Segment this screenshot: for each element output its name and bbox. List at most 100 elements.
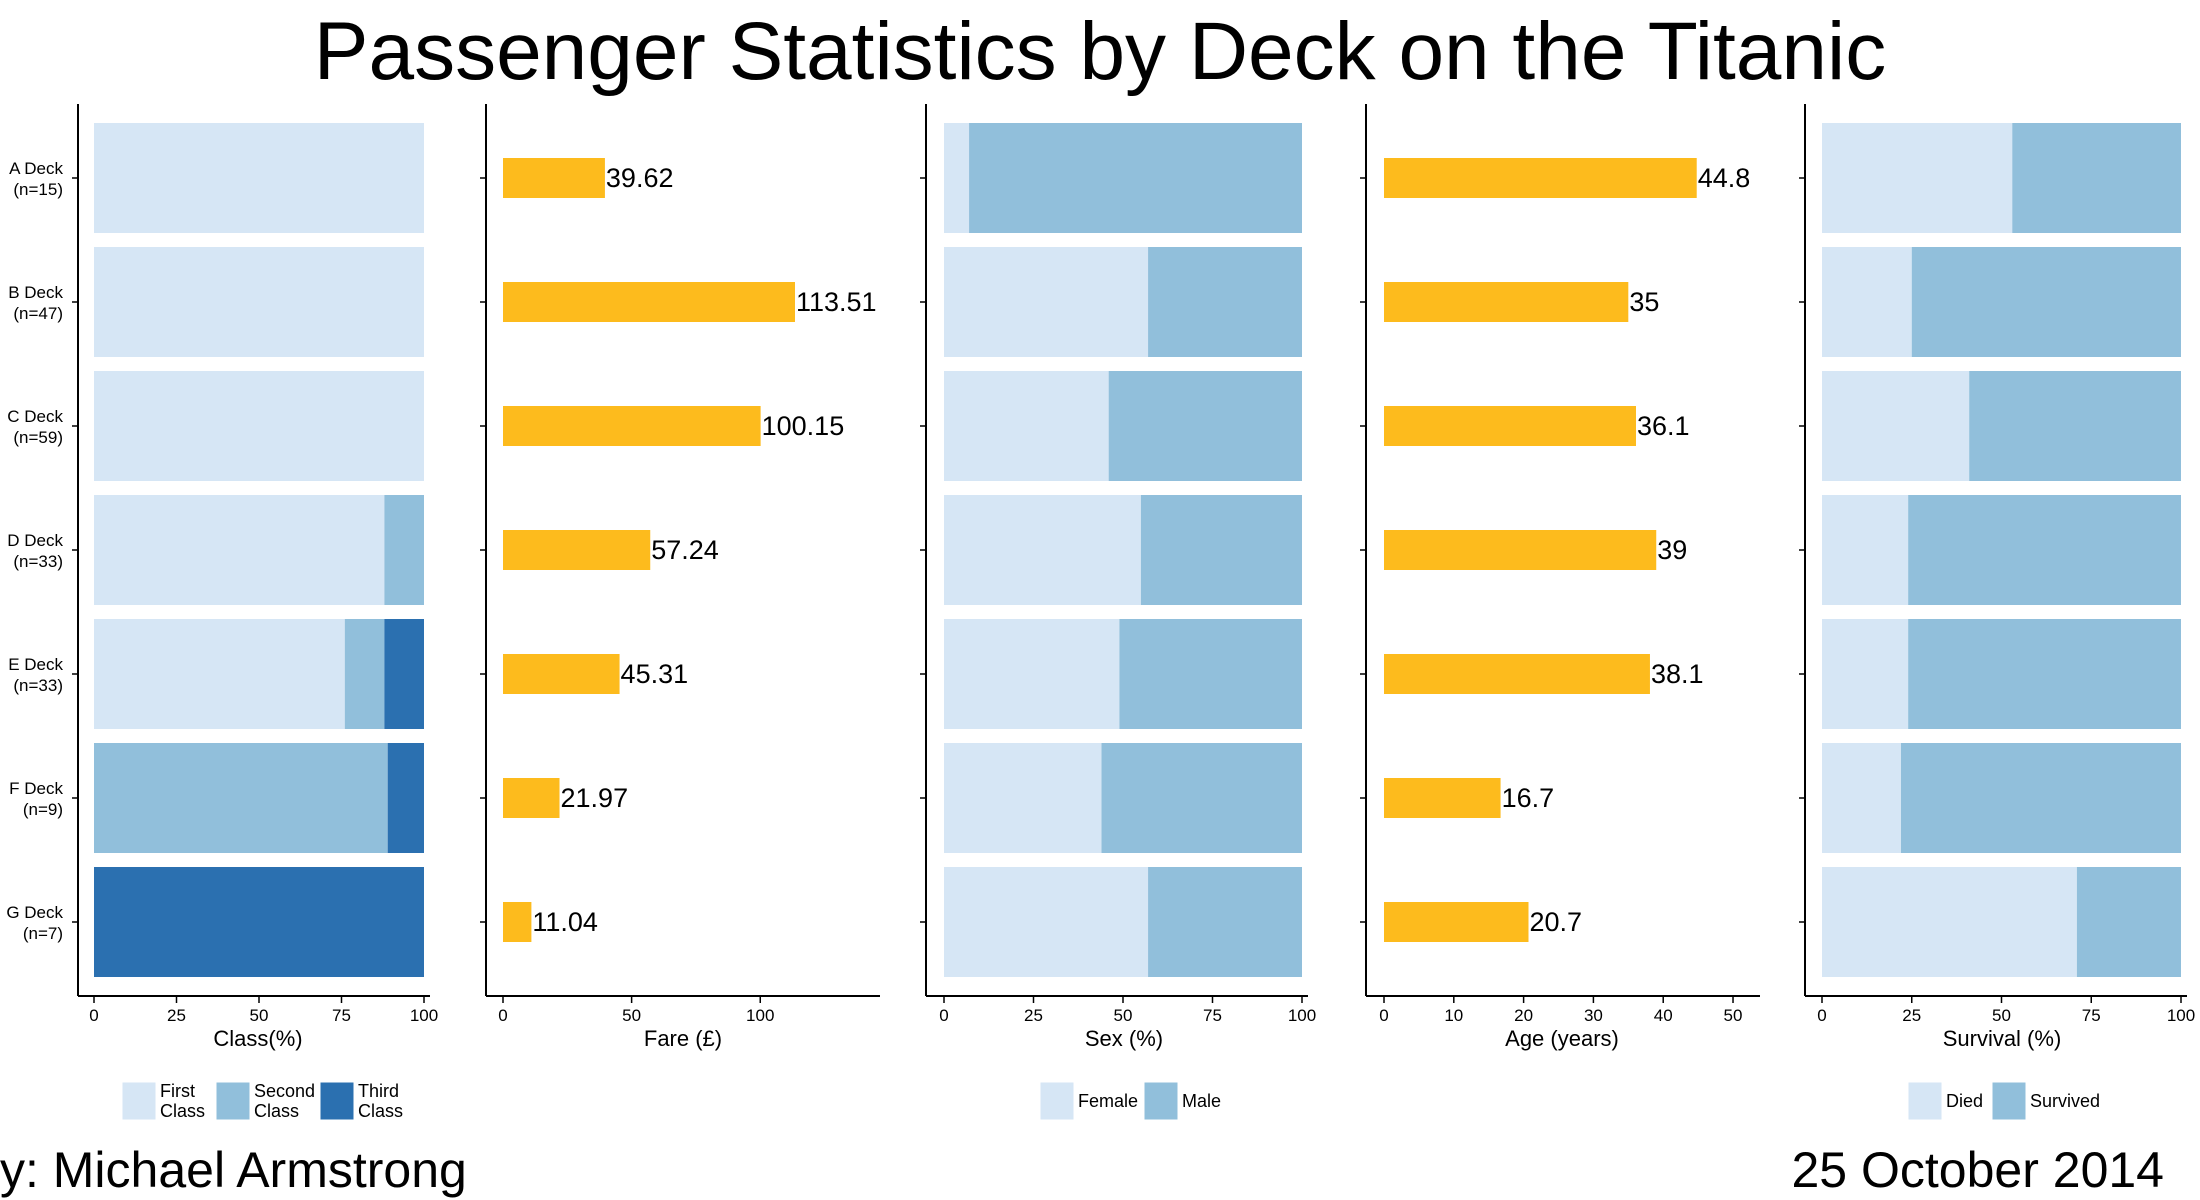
bar-age <box>1384 158 1697 198</box>
legend-label: Died <box>1946 1091 1983 1111</box>
bar-sex-female <box>944 743 1102 853</box>
bar-age <box>1384 654 1650 694</box>
x-tick-label: 25 <box>1024 1006 1043 1025</box>
bar-survival-died <box>1822 371 1970 481</box>
x-tick-label: 50 <box>1992 1006 2011 1025</box>
legend-label: Male <box>1182 1091 1221 1111</box>
x-tick-label: 0 <box>89 1006 98 1025</box>
bar-fare <box>503 406 761 446</box>
deck-label: F Deck (n=9) <box>9 779 63 819</box>
deck-label-count: (n=7) <box>23 924 63 943</box>
x-tick-label: 0 <box>1379 1006 1388 1025</box>
bar-age <box>1384 282 1629 322</box>
deck-label-count: (n=9) <box>23 800 63 819</box>
bar-fare <box>503 778 560 818</box>
panel-sex: 0 25 50 75 100 Sex (%) Female Male <box>920 104 1316 1121</box>
bar-age <box>1384 778 1501 818</box>
bar-fare <box>503 282 795 322</box>
x-tick-label: 20 <box>1514 1006 1533 1025</box>
bar-sex-female <box>944 123 970 233</box>
data-label-age: 20.7 <box>1529 907 1582 937</box>
legend-swatch <box>319 1081 355 1121</box>
legend-swatch <box>1143 1081 1179 1121</box>
deck-label: C Deck (n=59) <box>7 407 63 447</box>
bar-class-second-class <box>344 619 385 729</box>
deck-label: B Deck (n=47) <box>8 283 63 323</box>
bar-survival-survived <box>2012 123 2181 233</box>
bar-survival-died <box>1822 743 1901 853</box>
bar-sex-male <box>1101 743 1302 853</box>
panel-fare: 39.62 113.51 100.15 57.24 45.31 21.97 11.04 0 50… <box>480 104 880 1051</box>
bar-survival-died <box>1822 247 1912 357</box>
deck-label: E Deck (n=33) <box>8 655 63 695</box>
x-tick-label: 75 <box>332 1006 351 1025</box>
bar-age <box>1384 530 1657 570</box>
x-tick-label: 30 <box>1584 1006 1603 1025</box>
x-tick-label: 50 <box>1114 1006 1133 1025</box>
data-label-age: 36.1 <box>1637 411 1690 441</box>
data-label-fare: 100.15 <box>762 411 845 441</box>
bar-survival-died <box>1822 495 1909 605</box>
deck-label-count: (n=15) <box>13 180 63 199</box>
panel-age: 44.8 35 36.1 39 38.1 16.7 20.7 0 10 20 30 40 50 Age (… <box>1360 104 1760 1051</box>
legend-label: Female <box>1078 1091 1138 1111</box>
bar-sex-female <box>944 495 1141 605</box>
bar-class-first-class <box>94 123 424 233</box>
deck-label-name: G Deck <box>6 903 63 922</box>
deck-label-name: A Deck <box>9 159 63 178</box>
data-label-fare: 113.51 <box>796 287 877 317</box>
bar-class-first-class <box>94 495 385 605</box>
bar-survival-survived <box>2076 867 2181 977</box>
author-credit: y: Michael Armstrong <box>0 1142 467 1198</box>
x-tick-label: 25 <box>167 1006 186 1025</box>
bar-survival-survived <box>1900 743 2181 853</box>
bar-survival-survived <box>1908 619 2181 729</box>
data-label-age: 39 <box>1657 535 1687 565</box>
x-tick-label: 100 <box>746 1006 774 1025</box>
deck-label-count: (n=59) <box>13 428 63 447</box>
x-axis-label: Survival (%) <box>1943 1026 2062 1051</box>
x-tick-label: 100 <box>2167 1006 2195 1025</box>
deck-label-count: (n=47) <box>13 304 63 323</box>
bar-sex-male <box>969 123 1302 233</box>
panel-class: 0 25 50 75 100 Class(%) First Class Second Class T… <box>72 104 438 1121</box>
bar-fare <box>503 530 651 570</box>
data-label-fare: 21.97 <box>561 783 629 813</box>
data-label-age: 38.1 <box>1651 659 1704 689</box>
deck-label-name: D Deck <box>7 531 63 550</box>
x-tick-label: 75 <box>2082 1006 2101 1025</box>
data-label-age: 16.7 <box>1502 783 1555 813</box>
x-tick-label: 0 <box>1817 1006 1826 1025</box>
chart-date: 25 October 2014 <box>1791 1142 2165 1198</box>
bar-survival-died <box>1822 867 2077 977</box>
bar-sex-male <box>1148 247 1302 357</box>
panel-survival: 0 25 50 75 100 Survival (%) Died Survived <box>1799 104 2195 1121</box>
bar-sex-male <box>1119 619 1302 729</box>
bar-sex-male <box>1108 371 1302 481</box>
deck-label-count: (n=33) <box>13 676 63 695</box>
chart-title: Passenger Statistics by Deck on the Tita… <box>313 6 1887 97</box>
bar-survival-survived <box>1969 371 2181 481</box>
x-tick-label: 25 <box>1902 1006 1921 1025</box>
bar-survival-survived <box>1911 247 2181 357</box>
legend-label: Survived <box>2030 1091 2100 1111</box>
deck-label-name: B Deck <box>8 283 63 302</box>
deck-label-count: (n=33) <box>13 552 63 571</box>
bar-class-third-class <box>384 619 424 729</box>
x-tick-label: 100 <box>410 1006 438 1025</box>
bar-survival-survived <box>1908 495 2181 605</box>
x-tick-label: 0 <box>498 1006 507 1025</box>
legend-label: Second Class <box>254 1081 315 1121</box>
x-tick-label: 50 <box>250 1006 269 1025</box>
bar-fare <box>503 654 620 694</box>
bar-sex-female <box>944 371 1109 481</box>
bar-survival-died <box>1822 123 2013 233</box>
bar-class-second-class <box>94 743 388 853</box>
deck-label: A Deck (n=15) <box>9 159 63 199</box>
bar-sex-female <box>944 619 1120 729</box>
legend-swatch <box>1991 1081 2027 1121</box>
data-label-fare: 11.04 <box>532 907 598 937</box>
legend-swatch <box>1907 1081 1943 1121</box>
deck-label: D Deck (n=33) <box>7 531 63 571</box>
